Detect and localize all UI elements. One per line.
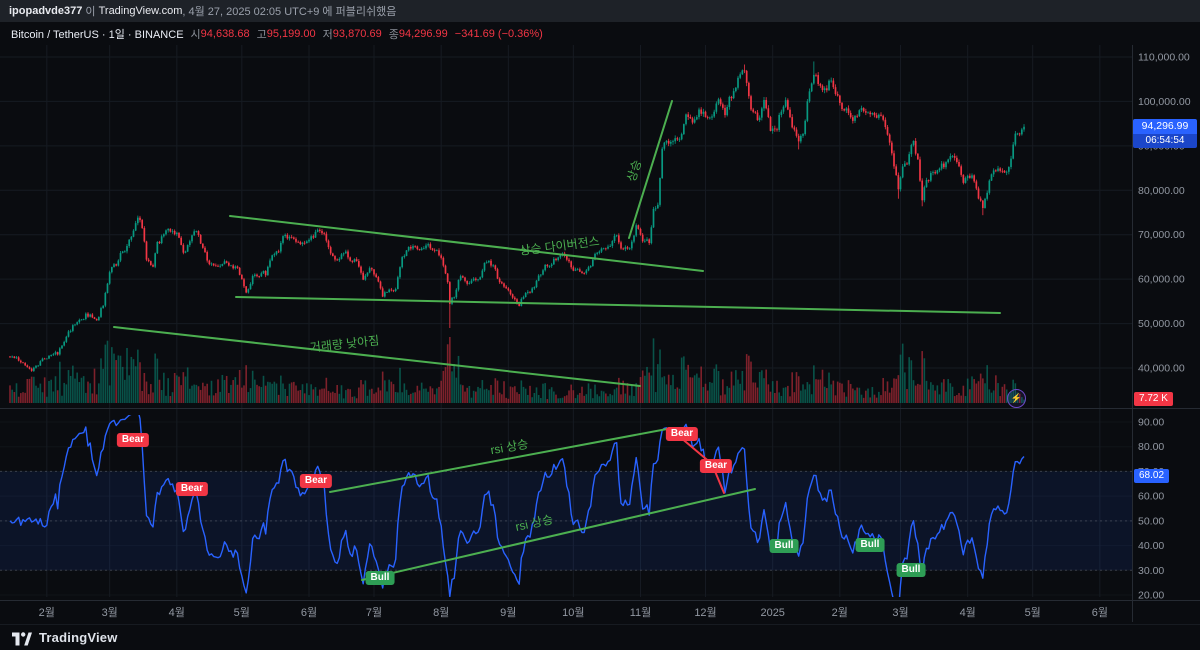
svg-text:40,000.00: 40,000.00: [1138, 363, 1185, 375]
trend-line-breakout-rally: [628, 100, 673, 239]
grid: [0, 45, 1132, 597]
high-label: 고: [256, 28, 267, 41]
svg-text:9월: 9월: [500, 606, 516, 619]
rsi-axis-badge: 68.02: [1134, 469, 1170, 483]
symbol-info-bar: Bitcoin / TetherUS · 1일 · BINANCE 시 94,63…: [0, 22, 543, 45]
lightning-icon[interactable]: ⚡: [1007, 389, 1026, 408]
svg-text:2월: 2월: [39, 606, 55, 619]
time-axis: 2월 3월 4월 5월 6월 7월 8월 9월 10월 11월 12월 2025 2월 3월 4월 5월 6월: [39, 606, 1108, 619]
publish-bar: ipopadvde377 이 TradingView.com, 4월 27, 2…: [0, 0, 1200, 22]
svg-text:12월: 12월: [694, 606, 716, 619]
svg-text:3월: 3월: [892, 606, 908, 619]
trend-line-divergence-upper: [229, 215, 704, 272]
svg-text:40.00: 40.00: [1138, 540, 1164, 552]
svg-text:90.00: 90.00: [1138, 417, 1164, 429]
svg-text:4월: 4월: [169, 606, 185, 619]
svg-text:7월: 7월: [366, 606, 382, 619]
annotation-text: rsi 상승: [489, 437, 529, 457]
tradingview-logo-text[interactable]: TradingView: [39, 630, 118, 645]
svg-text:4월: 4월: [960, 606, 976, 619]
bar-countdown: 06:54:54: [1133, 134, 1197, 148]
publisher-username[interactable]: ipopadvde377: [9, 5, 83, 17]
svg-text:50,000.00: 50,000.00: [1138, 318, 1185, 330]
low-value: 93,870.69: [332, 27, 382, 40]
svg-text:80.00: 80.00: [1138, 441, 1164, 453]
svg-text:2025: 2025: [760, 607, 784, 619]
annotation-text: 거래량 낮아짐: [309, 333, 380, 354]
svg-text:10월: 10월: [562, 606, 584, 619]
svg-text:3월: 3월: [102, 606, 118, 619]
svg-text:80,000.00: 80,000.00: [1138, 185, 1185, 197]
svg-text:6월: 6월: [301, 606, 317, 619]
svg-text:30.00: 30.00: [1138, 565, 1164, 577]
close-label: 종: [388, 28, 399, 41]
trend-line-rsi-rise-lower: [361, 488, 756, 581]
svg-text:5월: 5월: [1025, 606, 1041, 619]
volume-axis-badge: 7.72 K: [1134, 392, 1173, 406]
svg-text:5월: 5월: [234, 606, 250, 619]
publish-text-mid: 이: [82, 6, 99, 18]
svg-text:20.00: 20.00: [1138, 590, 1164, 602]
low-label: 저: [322, 28, 333, 41]
publish-text-rest: , 4월 27, 2025 02:05 UTC+9 에 퍼블리쉬했음: [182, 6, 397, 18]
publish-site-link[interactable]: TradingView.com: [98, 5, 183, 17]
last-price-badge: 94,296.99 06:54:54: [1133, 119, 1197, 148]
trend-line-volume-trend: [113, 326, 641, 387]
rsi-line: [9, 415, 1025, 597]
trend-line-support-lower: [235, 296, 1001, 314]
svg-text:50.00: 50.00: [1138, 515, 1164, 527]
annotation-text: 상승: [624, 158, 644, 183]
high-value: 95,199.00: [266, 27, 316, 40]
svg-text:8월: 8월: [433, 606, 449, 619]
svg-text:70,000.00: 70,000.00: [1138, 229, 1185, 241]
symbol-title[interactable]: Bitcoin / TetherUS · 1일 · BINANCE: [11, 28, 184, 41]
svg-text:6월: 6월: [1092, 606, 1108, 619]
open-value: 94,638.68: [200, 27, 250, 40]
candles: [9, 61, 1025, 372]
svg-text:100,000.00: 100,000.00: [1138, 96, 1191, 108]
svg-text:60,000.00: 60,000.00: [1138, 274, 1185, 286]
open-label: 시: [190, 28, 201, 41]
svg-text:11월: 11월: [630, 606, 652, 619]
svg-text:2월: 2월: [832, 606, 848, 619]
trend-line-rsi-rise-upper: [329, 428, 668, 493]
svg-text:110,000.00: 110,000.00: [1138, 52, 1190, 64]
bottom-bar: TradingView: [0, 625, 1200, 650]
volume-bars: [9, 337, 1025, 403]
close-value: 94,296.99: [398, 27, 448, 40]
price-change: −341.69 (−0.36%): [454, 27, 543, 40]
tradingview-logo-icon[interactable]: [12, 630, 32, 646]
svg-text:60.00: 60.00: [1138, 491, 1164, 503]
last-price-value: 94,296.99: [1133, 119, 1197, 134]
